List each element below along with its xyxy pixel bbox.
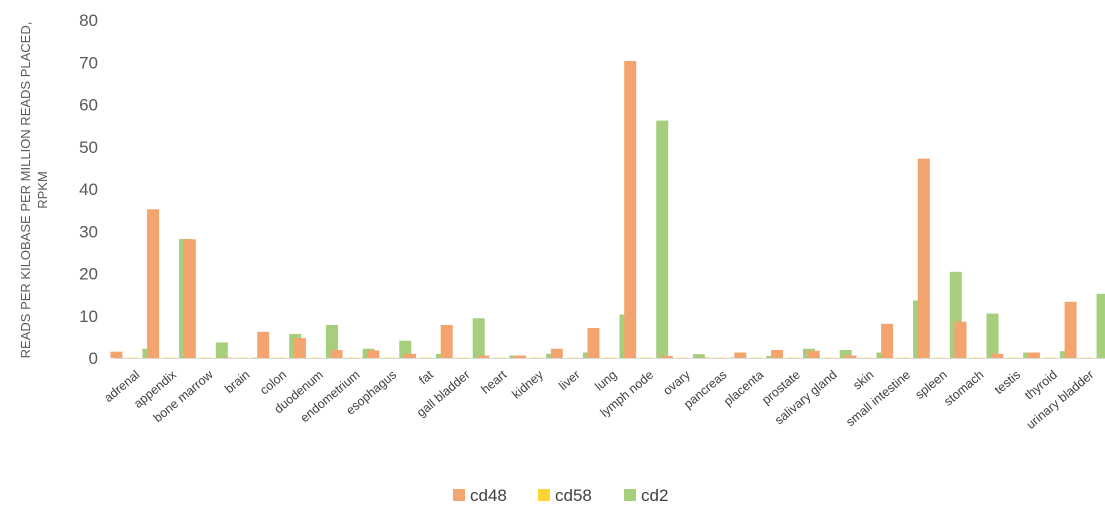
x-category-label: urinary bladder [1024, 368, 1097, 432]
x-category-label: kidney [509, 367, 546, 401]
y-tick-label: 30 [79, 222, 98, 241]
y-tick-label: 0 [89, 349, 98, 368]
bar-cd48 [587, 328, 600, 358]
bar-cd2 [1096, 293, 1105, 358]
bar-cd48 [477, 355, 490, 358]
x-category-label: fat [416, 367, 436, 387]
legend: cd48 cd58 cd2 [453, 486, 668, 505]
bar-cd2 [215, 342, 228, 358]
bar-cd48 [293, 338, 306, 358]
x-category-label: brain [222, 368, 252, 397]
bar-cd48 [440, 325, 453, 358]
bar-cd48 [660, 355, 673, 358]
bar-cd2 [399, 340, 412, 358]
legend-swatch [538, 489, 550, 501]
y-tick-label: 40 [79, 180, 98, 199]
y-tick-label: 50 [79, 138, 98, 157]
y-tick-label: 20 [79, 265, 98, 284]
legend-label: cd48 [470, 486, 507, 505]
legend-item-cd58: cd58 [538, 486, 592, 505]
x-category-label: testis [992, 368, 1023, 397]
bar-cd48 [404, 353, 416, 358]
x-category-label: stomach [941, 368, 986, 409]
bar-cd48 [514, 355, 527, 358]
legend-swatch [453, 489, 465, 501]
bar-cd48 [110, 351, 123, 358]
legend-label: cd58 [555, 486, 592, 505]
bar-cd48 [330, 350, 343, 358]
bar-cd2 [986, 313, 999, 358]
bar-cd48 [624, 61, 637, 358]
bar-cd48 [1027, 352, 1040, 358]
bar-cd48 [257, 331, 270, 358]
y-tick-label: 70 [79, 53, 98, 72]
x-category-label: placenta [721, 368, 766, 409]
x-category-label: liver [556, 368, 583, 393]
bar-cd48 [147, 209, 160, 358]
bar-cd2 [839, 350, 852, 358]
bar-cd48 [183, 239, 196, 358]
legend-item-cd2: cd2 [624, 486, 668, 505]
bar-cd2 [325, 325, 338, 358]
y-axis-title: READS PER KILOBASE PER MILLION READS PLA… [18, 22, 50, 359]
x-category-label: small intestine [843, 368, 913, 430]
y-tick-label: 10 [79, 307, 98, 326]
bar-cd48 [954, 321, 967, 358]
bar-cd48 [771, 350, 783, 358]
bar-cd48 [844, 355, 857, 358]
y-axis-title-line: READS PER KILOBASE PER MILLION READS PLA… [18, 22, 33, 359]
y-tick-label: 60 [79, 96, 98, 115]
bar-cd48 [881, 323, 894, 358]
bar-cd48 [550, 348, 563, 358]
legend-label: cd2 [641, 486, 668, 505]
legend-item-cd48: cd48 [453, 486, 507, 505]
bars [110, 61, 1105, 358]
x-category-label: colon [257, 368, 289, 398]
bar-cd48 [917, 158, 930, 358]
y-axis-ticks: 0 10 20 30 40 50 60 70 80 [79, 11, 98, 368]
x-category-label: skin [850, 368, 876, 393]
bar-cd48 [734, 352, 747, 358]
legend-swatch [624, 489, 636, 501]
x-category-label: lung [592, 368, 619, 394]
y-tick-label: 80 [79, 11, 98, 30]
bar-cd48 [807, 350, 820, 358]
bar-cd48 [1064, 301, 1077, 358]
bar-cd2 [472, 318, 485, 358]
bar-cd2 [656, 120, 669, 358]
bar-cd48 [367, 350, 380, 358]
y-axis-title-line: RPKM [35, 171, 50, 209]
x-category-label: heart [478, 367, 509, 396]
bar-cd48 [991, 353, 1004, 358]
bar-cd2 [692, 354, 705, 358]
